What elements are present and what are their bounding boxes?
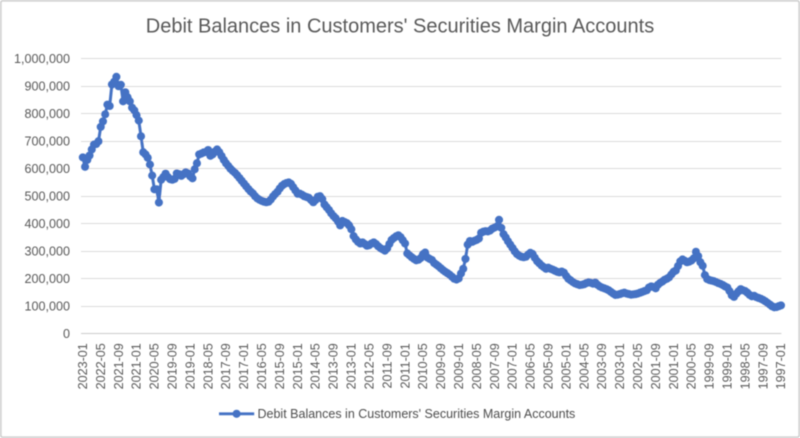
svg-text:2007-09: 2007-09 xyxy=(488,343,502,389)
svg-text:2008-05: 2008-05 xyxy=(470,343,484,389)
svg-text:2004-05: 2004-05 xyxy=(577,343,591,389)
svg-text:2019-09: 2019-09 xyxy=(166,343,180,389)
svg-text:1,000,000: 1,000,000 xyxy=(14,52,70,66)
svg-text:1997-01: 1997-01 xyxy=(774,343,788,389)
svg-text:2017-01: 2017-01 xyxy=(237,343,251,389)
svg-text:1997-09: 1997-09 xyxy=(756,343,770,389)
svg-text:2018-05: 2018-05 xyxy=(201,343,215,389)
svg-text:Debit Balances in Customers' S: Debit Balances in Customers' Securities … xyxy=(258,407,576,421)
svg-text:0: 0 xyxy=(63,327,70,341)
svg-text:2011-09: 2011-09 xyxy=(380,343,394,388)
svg-text:1998-05: 1998-05 xyxy=(738,343,752,389)
svg-text:1999-01: 1999-01 xyxy=(720,343,734,389)
svg-text:2016-05: 2016-05 xyxy=(255,343,269,389)
svg-text:2009-09: 2009-09 xyxy=(434,343,448,389)
svg-text:2005-01: 2005-01 xyxy=(559,343,573,389)
svg-text:2020-05: 2020-05 xyxy=(148,343,162,389)
svg-text:2002-05: 2002-05 xyxy=(631,343,645,389)
svg-text:2001-09: 2001-09 xyxy=(649,343,663,389)
svg-text:700,000: 700,000 xyxy=(24,134,70,148)
svg-text:2021-09: 2021-09 xyxy=(112,343,126,389)
svg-text:1999-09: 1999-09 xyxy=(703,343,717,389)
svg-text:400,000: 400,000 xyxy=(24,217,70,231)
svg-text:100,000: 100,000 xyxy=(24,299,70,313)
svg-text:2021-01: 2021-01 xyxy=(130,343,144,389)
svg-text:600,000: 600,000 xyxy=(24,162,70,176)
svg-text:2019-01: 2019-01 xyxy=(183,343,197,389)
svg-text:2015-09: 2015-09 xyxy=(273,343,287,389)
svg-text:2009-01: 2009-01 xyxy=(452,343,466,389)
svg-text:2014-05: 2014-05 xyxy=(309,343,323,389)
svg-text:2022-05: 2022-05 xyxy=(94,343,108,389)
svg-text:2023-01: 2023-01 xyxy=(76,343,90,389)
svg-text:2010-05: 2010-05 xyxy=(416,343,430,389)
svg-text:2006-05: 2006-05 xyxy=(524,343,538,389)
svg-text:2001-01: 2001-01 xyxy=(667,343,681,389)
svg-text:500,000: 500,000 xyxy=(24,189,70,203)
svg-text:2013-09: 2013-09 xyxy=(327,343,341,389)
svg-text:2012-05: 2012-05 xyxy=(362,343,376,389)
svg-text:2017-09: 2017-09 xyxy=(219,343,233,389)
svg-text:2015-01: 2015-01 xyxy=(291,343,305,389)
svg-text:Debit Balances in Customers' S: Debit Balances in Customers' Securities … xyxy=(146,16,655,38)
svg-text:2013-01: 2013-01 xyxy=(345,343,359,389)
svg-text:2007-01: 2007-01 xyxy=(506,343,520,389)
svg-text:2003-09: 2003-09 xyxy=(595,343,609,389)
svg-text:300,000: 300,000 xyxy=(24,244,70,258)
svg-text:800,000: 800,000 xyxy=(24,107,70,121)
svg-text:2011-01: 2011-01 xyxy=(398,343,412,388)
svg-text:900,000: 900,000 xyxy=(24,79,70,93)
svg-text:2000-05: 2000-05 xyxy=(685,343,699,389)
svg-text:200,000: 200,000 xyxy=(24,272,70,286)
svg-text:2003-01: 2003-01 xyxy=(613,343,627,389)
svg-text:2005-09: 2005-09 xyxy=(541,343,555,389)
